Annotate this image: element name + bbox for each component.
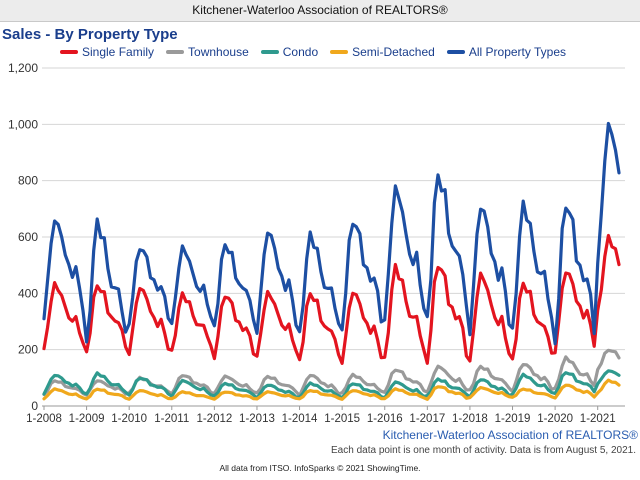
- x-tick-label: 1-2012: [196, 413, 232, 425]
- legend-item-single-family[interactable]: Single Family: [60, 45, 154, 59]
- legend-item-all-property-types[interactable]: All Property Types: [446, 45, 566, 59]
- series-line-single-family: [42, 233, 621, 365]
- legend-item-semi-detached[interactable]: Semi-Detached: [330, 45, 435, 59]
- y-tick-label: 1,000: [8, 117, 38, 131]
- x-tick-label: 1-2013: [239, 413, 275, 425]
- legend-label: Condo: [282, 45, 319, 59]
- legend-swatch: [166, 50, 185, 54]
- series-line-all-property-types: [42, 121, 621, 346]
- org-title: Kitchener-Waterloo Association of REALTO…: [192, 3, 448, 17]
- chart-title: Sales - By Property Type: [2, 26, 178, 43]
- x-tick-label: 1-2017: [409, 413, 445, 425]
- y-tick-label: 0: [31, 399, 38, 413]
- chart-legend: Single Family Townhouse Condo Semi-Detac…: [60, 45, 566, 59]
- legend-label: All Property Types: [468, 45, 566, 59]
- x-tick-label: 1-2019: [495, 413, 531, 425]
- x-tick-label: 1-2014: [282, 413, 318, 425]
- x-tick-label: 1-2021: [580, 413, 616, 425]
- y-tick-label: 1,200: [8, 61, 38, 75]
- legend-label: Semi-Detached: [352, 45, 435, 59]
- legend-swatch: [60, 50, 78, 54]
- data-note: Each data point is one month of activity…: [331, 445, 636, 456]
- window-title-bar: Kitchener-Waterloo Association of REALTO…: [0, 0, 640, 22]
- legend-label: Single Family: [82, 45, 155, 59]
- series-line-condo: [42, 369, 621, 400]
- x-tick-label: 1-2008: [26, 413, 62, 425]
- legend-label: Townhouse: [188, 45, 249, 59]
- x-tick-label: 1-2020: [537, 413, 573, 425]
- x-tick-label: 1-2016: [367, 413, 403, 425]
- legend-swatch: [260, 50, 279, 54]
- legend-item-condo[interactable]: Condo: [260, 45, 319, 59]
- y-tick-label: 800: [18, 174, 38, 188]
- series-line-townhouse: [42, 348, 621, 398]
- y-tick-label: 200: [18, 343, 38, 357]
- footer-credit: All data from ITSO. InfoSparks © 2021 Sh…: [219, 463, 421, 473]
- x-tick-label: 1-2018: [452, 413, 488, 425]
- series-line-semi-detached: [42, 378, 621, 401]
- x-tick-label: 1-2011: [154, 413, 189, 425]
- x-tick-label: 1-2010: [111, 413, 147, 425]
- legend-swatch: [330, 50, 349, 54]
- y-tick-label: 400: [18, 286, 38, 300]
- association-brand: Kitchener-Waterloo Association of REALTO…: [382, 428, 638, 442]
- x-tick-label: 1-2009: [69, 413, 105, 425]
- y-tick-label: 600: [18, 230, 38, 244]
- x-tick-label: 1-2015: [324, 413, 360, 425]
- legend-item-townhouse[interactable]: Townhouse: [166, 45, 249, 59]
- legend-swatch: [446, 50, 465, 54]
